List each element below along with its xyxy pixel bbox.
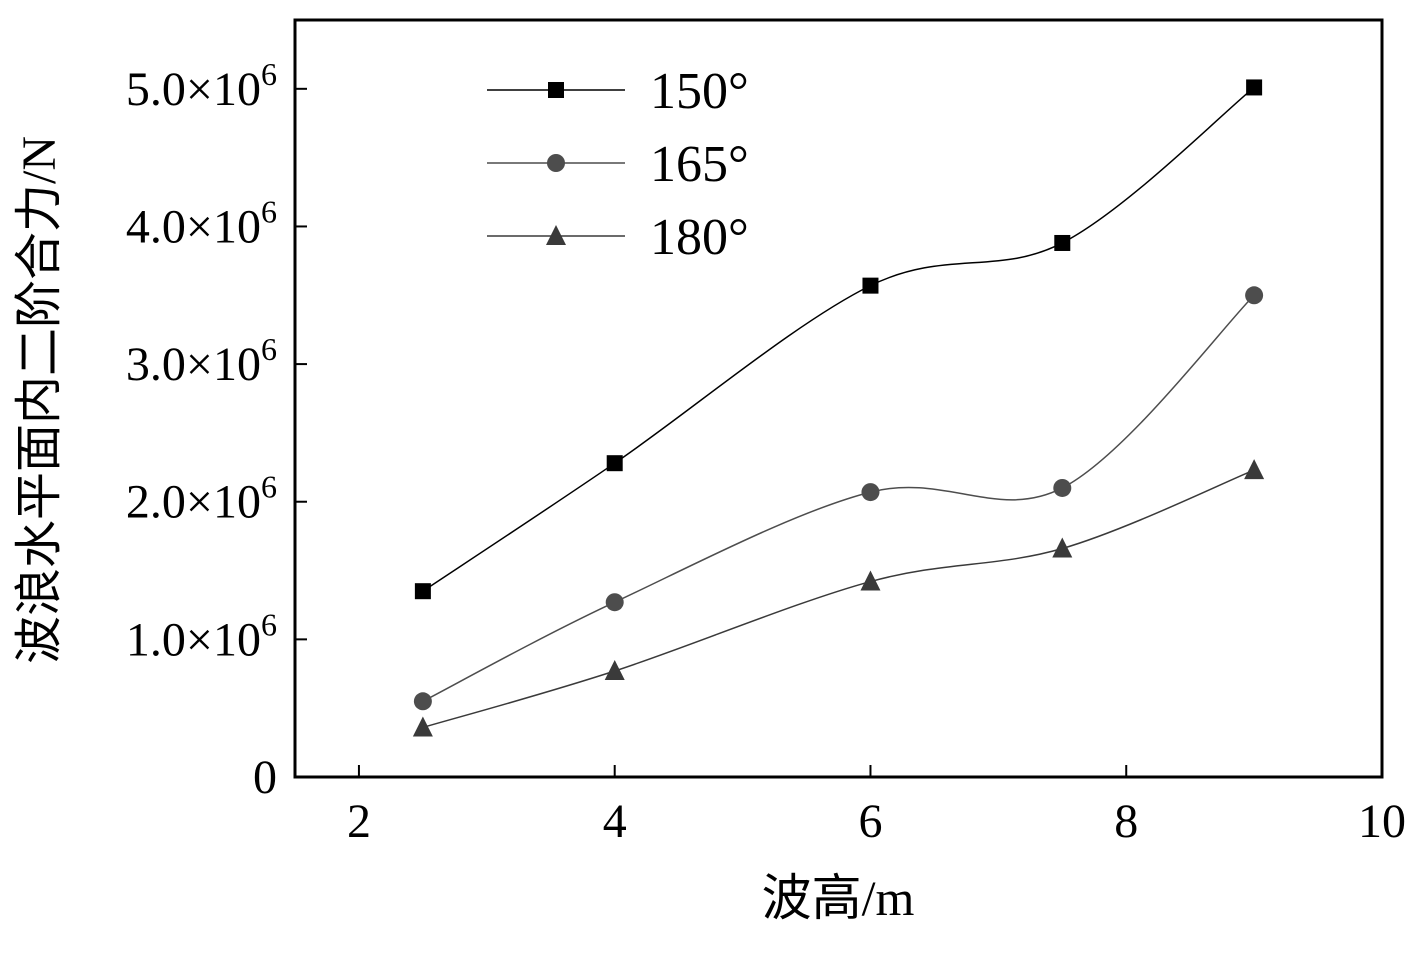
plot-frame xyxy=(293,18,1384,779)
series-circle xyxy=(413,286,1264,711)
y-tick-label: 2.0×106 xyxy=(126,469,277,529)
data-point xyxy=(862,277,879,294)
data-point xyxy=(606,455,623,472)
y-tick-label: 3.0×106 xyxy=(126,331,277,391)
data-point xyxy=(605,593,624,612)
legend-label: 150° xyxy=(650,63,749,120)
y-tick-label: 4.0×106 xyxy=(126,193,277,253)
data-point xyxy=(1052,537,1073,558)
x-tick-label: 10 xyxy=(1358,795,1406,848)
x-axis-label: 波高/m xyxy=(762,870,915,926)
data-point xyxy=(1246,79,1263,96)
legend-marker xyxy=(548,82,564,98)
legend-item: 150° xyxy=(487,63,749,120)
data-point xyxy=(413,692,432,711)
series-group xyxy=(412,79,1265,737)
series-line xyxy=(422,294,1255,702)
data-point xyxy=(604,660,625,681)
plot-area-border xyxy=(293,18,1384,779)
data-point xyxy=(861,483,880,502)
series-triangle xyxy=(412,459,1265,737)
data-point xyxy=(860,570,881,591)
data-point xyxy=(1245,286,1264,305)
data-point xyxy=(414,583,431,600)
legend-marker xyxy=(547,154,565,172)
x-tick-label: 6 xyxy=(858,795,882,848)
x-tick-label: 8 xyxy=(1114,795,1138,848)
legend-marker xyxy=(546,225,566,245)
legend-item: 165° xyxy=(487,136,749,193)
axis-ticks: 2 4 6 8 10 0 1.0×106 2.0×106 3.0×106 4.0×106 5.0×1… xyxy=(126,56,1406,848)
series-square xyxy=(414,79,1263,600)
y-tick-label: 0 xyxy=(253,751,277,804)
data-point xyxy=(1244,459,1265,480)
legend-label: 180° xyxy=(650,209,749,266)
legend-label: 165° xyxy=(650,136,749,193)
data-point xyxy=(412,716,433,737)
legend: 150° 165° 180° xyxy=(487,63,749,266)
data-point xyxy=(1053,478,1072,497)
x-tick-label: 4 xyxy=(603,795,627,848)
data-point xyxy=(1054,234,1071,251)
legend-item: 180° xyxy=(487,209,749,266)
x-tick-label: 2 xyxy=(347,795,371,848)
y-tick-label: 5.0×106 xyxy=(126,56,277,116)
y-axis-label: 波浪水平面内二阶合力/N xyxy=(13,136,66,664)
y-tick-label: 1.0×106 xyxy=(126,606,277,666)
